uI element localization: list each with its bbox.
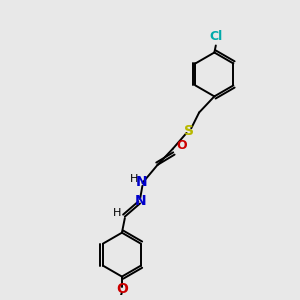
Text: N: N	[135, 194, 146, 208]
Text: N: N	[136, 176, 148, 189]
Text: Cl: Cl	[209, 30, 222, 43]
Text: O: O	[116, 282, 128, 296]
Text: S: S	[184, 124, 194, 138]
Text: H: H	[112, 208, 121, 218]
Text: H: H	[130, 175, 138, 184]
Text: O: O	[176, 139, 187, 152]
